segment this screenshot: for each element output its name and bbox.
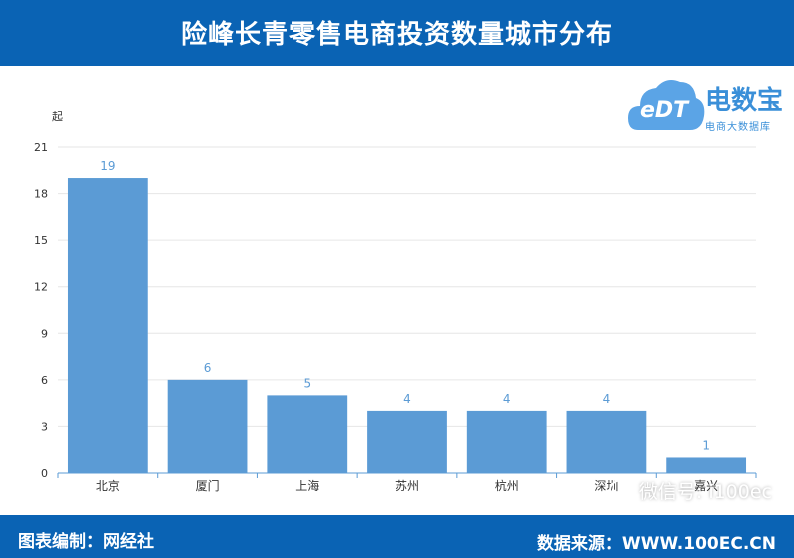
bar (367, 410, 447, 473)
y-tick-label: 18 (34, 188, 48, 201)
bar (466, 410, 547, 473)
header-bar: 险峰长青零售电商投资数量城市分布 (0, 0, 794, 66)
bar (167, 379, 248, 473)
y-tick-label: 21 (34, 141, 48, 154)
cloud-icon (628, 80, 705, 130)
logo-mark: eDT (640, 98, 689, 123)
x-tick-label: 嘉兴 (694, 479, 718, 493)
logo-subtitle: 电商大数据库 (705, 122, 771, 133)
x-tick-label: 杭州 (495, 478, 519, 493)
footer-source: 数据来源：WWW.100EC.CN (536, 534, 776, 554)
logo-brand: 电数宝 (705, 86, 784, 116)
wechat-watermark: 微信号: i100ec (608, 477, 772, 504)
edt-logo: eDT 电数宝 电商大数据库 (626, 72, 790, 136)
bar (267, 395, 348, 473)
watermark-text: 微信号: i100ec (638, 481, 772, 503)
footer-credit: 图表编制：网经社 (18, 532, 154, 552)
y-tick-label: 15 (34, 234, 48, 247)
footer-bar: 图表编制：网经社 数据来源：WWW.100EC.CN (0, 515, 794, 558)
data-label: 1 (702, 438, 710, 452)
x-tick-label: 北京 (96, 479, 120, 493)
x-tick-label: 苏州 (395, 479, 419, 493)
bar (67, 178, 148, 474)
data-label: 5 (303, 376, 311, 390)
y-tick-label: 9 (41, 327, 48, 340)
y-axis-unit: 起 (52, 110, 63, 123)
data-label: 4 (603, 392, 611, 406)
y-tick-label: 0 (41, 467, 48, 480)
data-label: 19 (100, 159, 115, 173)
wechat-icon (608, 479, 635, 501)
data-label: 4 (403, 392, 411, 406)
page-title: 险峰长青零售电商投资数量城市分布 (180, 20, 613, 50)
bar (566, 410, 647, 473)
y-tick-label: 3 (41, 420, 48, 433)
bar (666, 457, 747, 473)
y-tick-label: 6 (41, 374, 48, 387)
x-tick-label: 厦门 (196, 478, 220, 493)
x-tick-label: 上海 (295, 478, 319, 493)
data-label: 4 (503, 392, 511, 406)
data-label: 6 (204, 361, 212, 375)
y-tick-label: 12 (34, 281, 48, 294)
